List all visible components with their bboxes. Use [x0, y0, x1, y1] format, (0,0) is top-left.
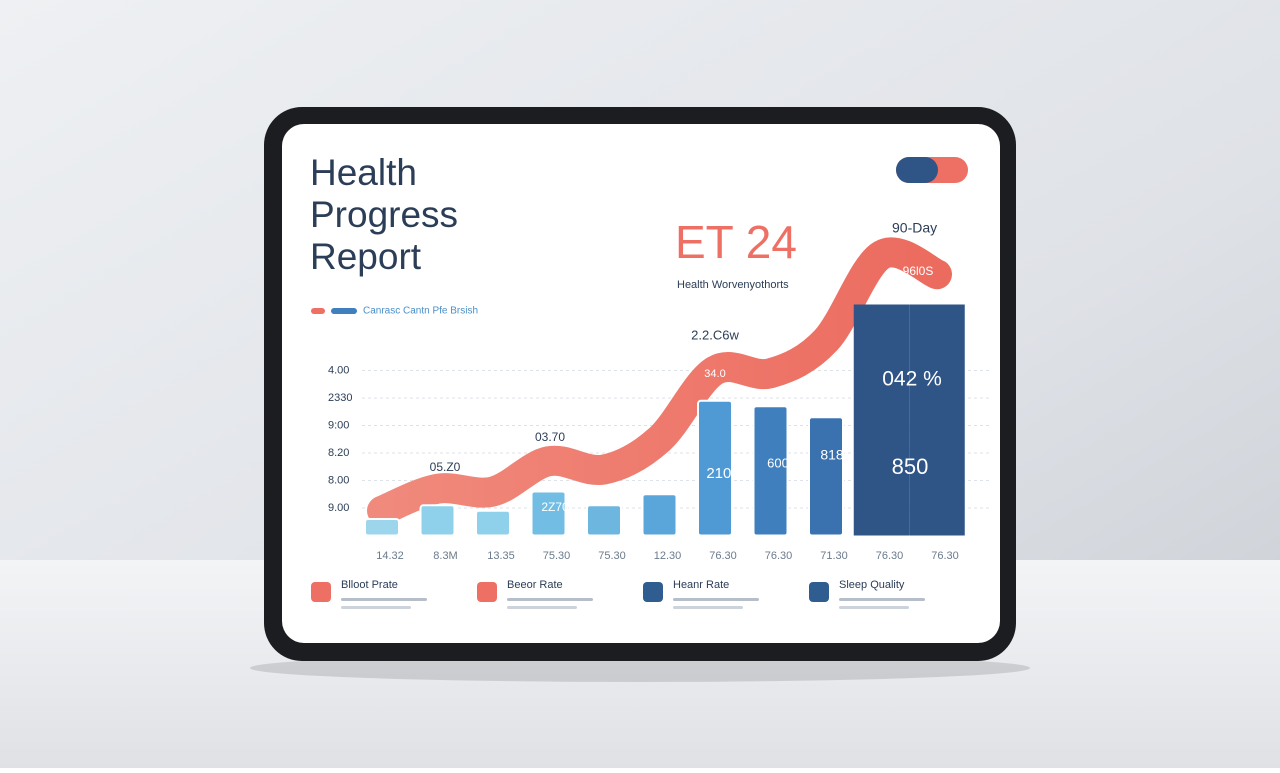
- trend-ribbon: [367, 237, 952, 526]
- x-tick-label: 76.30: [931, 550, 959, 562]
- y-tick-label: 9.00: [328, 502, 349, 514]
- metric-label: Heanr Rate: [673, 579, 729, 591]
- y-tick-label: 2330: [328, 392, 352, 404]
- metric-label: Blloot Prate: [341, 579, 398, 591]
- bar: [419, 504, 456, 537]
- bar: [364, 518, 400, 537]
- x-tick-label: 8.3M: [433, 550, 457, 562]
- annotation: 05.Z0: [430, 460, 461, 474]
- x-tick-label: 76.30: [876, 550, 904, 562]
- bar-text: 850: [892, 454, 929, 479]
- metric-detail: [673, 606, 743, 609]
- metric-detail: [507, 606, 577, 609]
- x-tick-label: 71.30: [820, 550, 848, 562]
- legend-caption: Canrasc Cantn Pfe Brsish: [363, 306, 478, 317]
- x-tick-label: 12.30: [654, 550, 682, 562]
- bar: [530, 490, 567, 537]
- bar: [697, 399, 733, 537]
- metric-label: Sleep Quality: [839, 579, 905, 591]
- bar: [752, 405, 789, 537]
- headline-sub: Health Worvenyothorts: [677, 279, 789, 291]
- metric-detail: [839, 606, 909, 609]
- toggle-knob[interactable]: [896, 157, 938, 183]
- headline: ET 24: [675, 216, 797, 268]
- bar: [853, 304, 910, 536]
- annotation: 99: [822, 379, 839, 396]
- y-tick-label: 9:00: [328, 419, 349, 431]
- bar-text: 2106: [706, 465, 739, 482]
- metric-icon: [809, 582, 829, 602]
- bar: [808, 416, 844, 537]
- metric-detail: [341, 598, 427, 601]
- period: 90-Day: [892, 220, 937, 236]
- x-tick-label: 75.30: [598, 550, 626, 562]
- bar: [641, 493, 678, 537]
- metric-detail: [839, 598, 925, 601]
- annotation: 96l0S: [903, 264, 934, 278]
- bar-text: 042 %: [882, 368, 942, 391]
- metric-detail: [507, 598, 593, 601]
- x-tick-label: 76.30: [709, 550, 737, 562]
- x-tick-label: 76.30: [765, 550, 793, 562]
- metric-detail: [673, 598, 759, 601]
- y-tick-label: 8.20: [328, 447, 349, 459]
- metric-icon: [311, 582, 331, 602]
- bar-text: 2Z70: [541, 500, 569, 514]
- annotation: 34.0: [704, 368, 725, 380]
- title: Health: [310, 152, 417, 193]
- y-tick-label: 8.00: [328, 474, 349, 486]
- bar: [475, 509, 511, 537]
- metric-icon: [477, 582, 497, 602]
- bar: [909, 304, 965, 536]
- x-tick-label: 14.32: [376, 550, 404, 562]
- x-tick-label: 75.30: [543, 550, 571, 562]
- title: Report: [310, 236, 422, 277]
- y-tick-label: 4.00: [328, 364, 349, 376]
- annotation: 03.70: [535, 430, 565, 444]
- title: Progress: [310, 194, 458, 235]
- annotation: 2.2.C6w: [691, 327, 739, 342]
- bar: [586, 504, 622, 537]
- metric-icon: [643, 582, 663, 602]
- legend-swatch: [331, 308, 357, 314]
- bar-text: 818: [820, 447, 844, 463]
- metric-detail: [341, 606, 411, 609]
- legend-swatch: [311, 308, 325, 314]
- bar-text: 600: [767, 455, 789, 470]
- metric-label: Beeor Rate: [507, 579, 563, 591]
- x-tick-label: 13.35: [487, 550, 515, 562]
